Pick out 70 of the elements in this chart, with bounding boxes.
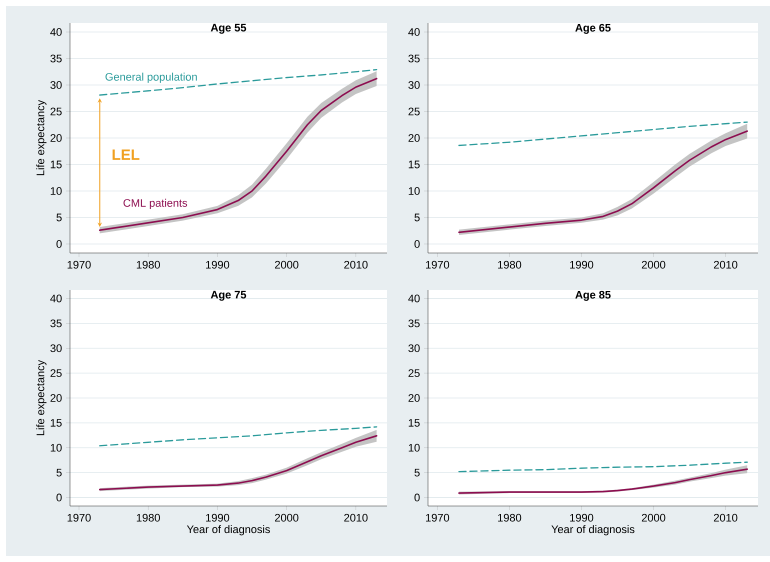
y-tick-label: 40 bbox=[408, 294, 420, 302]
y-axis-title: Life expectancy bbox=[36, 360, 46, 436]
y-tick-label: 30 bbox=[50, 81, 62, 89]
y-tick-label: 5 bbox=[414, 468, 420, 476]
y-tick-label: 35 bbox=[408, 54, 420, 62]
y-tick-label: 20 bbox=[50, 134, 62, 142]
x-tick-label: 1970 bbox=[426, 514, 450, 522]
y-tick-label: 5 bbox=[414, 214, 420, 222]
y-tick-label: 40 bbox=[408, 28, 420, 36]
x-tick-label: 2010 bbox=[344, 514, 368, 522]
y-axis-title: Life expectancy bbox=[36, 100, 46, 176]
series-label: CML patients bbox=[124, 198, 188, 209]
annotation: LEL bbox=[112, 150, 140, 160]
series-label: General population bbox=[106, 72, 197, 83]
y-tick-label: 15 bbox=[408, 160, 420, 168]
y-tick-label: 35 bbox=[50, 54, 62, 62]
y-tick-label: 20 bbox=[50, 394, 62, 402]
x-tick-label: 1990 bbox=[206, 514, 230, 522]
x-axis-title: Year of diagnosis bbox=[186, 525, 270, 536]
y-tick-label: 15 bbox=[408, 419, 420, 427]
x-tick-label: 1970 bbox=[426, 260, 450, 269]
x-tick-label: 2000 bbox=[275, 260, 298, 269]
x-tick-label: 1980 bbox=[136, 514, 160, 522]
y-tick-label: 20 bbox=[408, 134, 420, 142]
y-tick-label: 35 bbox=[408, 319, 420, 328]
y-tick-label: 10 bbox=[50, 187, 62, 195]
x-axis-title: Year of diagnosis bbox=[551, 525, 634, 536]
x-tick-label: 2010 bbox=[714, 260, 738, 269]
y-tick-label: 15 bbox=[50, 419, 62, 427]
y-tick-label: 40 bbox=[50, 28, 62, 36]
x-tick-label: 1970 bbox=[68, 260, 91, 269]
x-tick-label: 1990 bbox=[570, 260, 594, 269]
y-tick-label: 0 bbox=[414, 240, 420, 248]
y-tick-label: 5 bbox=[56, 214, 62, 222]
x-tick-label: 1990 bbox=[570, 514, 594, 522]
chart-title: Age 75 bbox=[210, 290, 246, 301]
x-tick-label: 2010 bbox=[344, 260, 368, 269]
y-tick-label: 10 bbox=[408, 444, 420, 452]
x-tick-label: 1980 bbox=[498, 260, 522, 269]
x-tick-label: 1980 bbox=[136, 260, 160, 269]
x-tick-label: 2000 bbox=[275, 514, 298, 522]
chart-title: Age 85 bbox=[575, 290, 611, 301]
x-tick-label: 1980 bbox=[498, 514, 522, 522]
y-tick-label: 30 bbox=[50, 344, 62, 352]
x-tick-label: 1970 bbox=[68, 514, 91, 522]
y-tick-label: 25 bbox=[50, 369, 62, 377]
y-tick-label: 30 bbox=[408, 344, 420, 352]
x-tick-label: 2010 bbox=[714, 514, 738, 522]
y-tick-label: 5 bbox=[56, 468, 62, 476]
y-tick-label: 25 bbox=[50, 108, 62, 116]
line-series bbox=[458, 462, 748, 472]
line-series bbox=[99, 68, 378, 96]
line-series bbox=[99, 426, 378, 446]
y-tick-label: 0 bbox=[56, 240, 62, 248]
x-tick-label: 2000 bbox=[642, 514, 666, 522]
y-tick-label: 30 bbox=[408, 81, 420, 89]
y-tick-label: 40 bbox=[50, 294, 62, 302]
y-tick-label: 10 bbox=[408, 187, 420, 195]
x-tick-label: 2000 bbox=[642, 260, 666, 269]
y-tick-label: 15 bbox=[50, 160, 62, 168]
y-tick-label: 0 bbox=[414, 494, 420, 502]
chart-title: Age 55 bbox=[210, 24, 246, 34]
y-tick-label: 25 bbox=[408, 108, 420, 116]
y-tick-label: 0 bbox=[56, 494, 62, 502]
chart-title: Age 65 bbox=[575, 24, 611, 34]
x-tick-label: 1990 bbox=[206, 260, 230, 269]
y-tick-label: 25 bbox=[408, 369, 420, 377]
y-tick-label: 35 bbox=[50, 319, 62, 328]
y-tick-label: 20 bbox=[408, 394, 420, 402]
y-tick-label: 10 bbox=[50, 444, 62, 452]
